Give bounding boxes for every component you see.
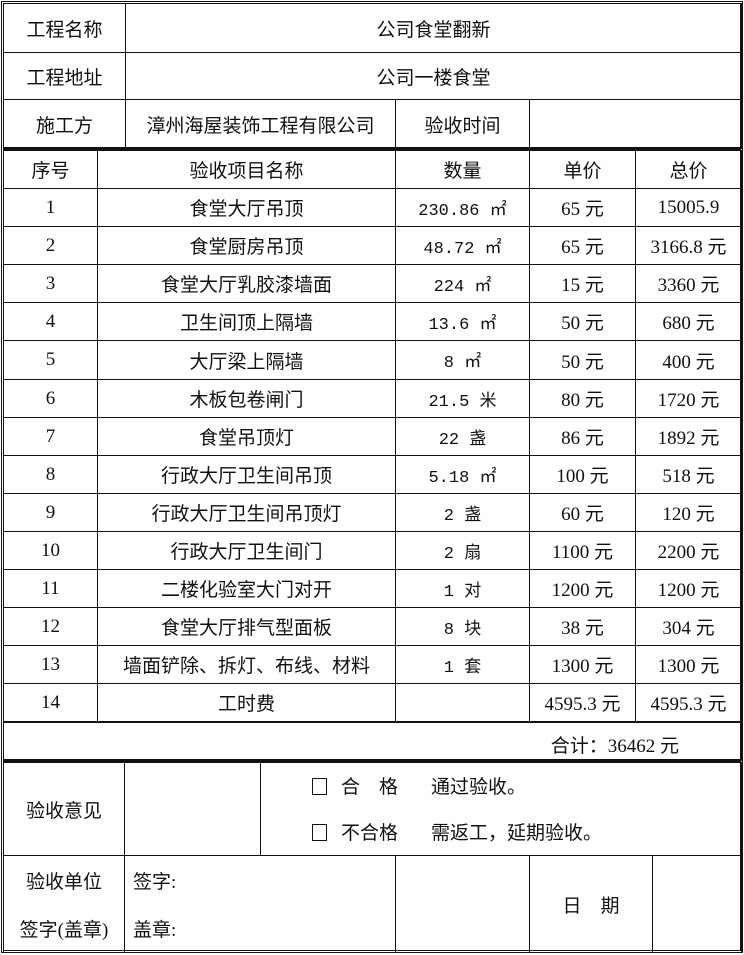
fail-checkbox[interactable]	[312, 824, 327, 841]
sign-label-line2: 签字(盖章)	[19, 919, 109, 941]
divider	[3, 147, 741, 150]
pass-label: 合 格	[341, 777, 399, 798]
fail-option[interactable]: 不合格 需返工，延期验收。	[312, 818, 602, 845]
signature-field[interactable]: 签字:	[133, 871, 177, 893]
pass-option[interactable]: 合 格 通过验收。	[312, 772, 526, 799]
fail-label: 不合格	[341, 823, 399, 844]
seal-field[interactable]: 盖章:	[133, 919, 177, 941]
pass-checkbox[interactable]	[312, 778, 327, 795]
fail-text: 需返工，延期验收。	[431, 823, 603, 844]
divider	[3, 759, 741, 762]
sign-label-line1: 验收单位	[25, 871, 102, 893]
pass-text: 通过验收。	[431, 777, 527, 798]
